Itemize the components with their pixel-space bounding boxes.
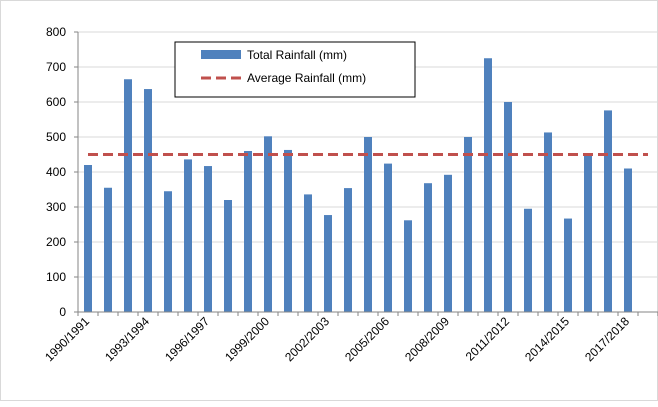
x-tick-label: 2011/2012 bbox=[463, 314, 513, 364]
bar bbox=[504, 102, 512, 312]
bar bbox=[424, 183, 432, 312]
x-tick-label: 1999/2000 bbox=[222, 314, 272, 364]
bar bbox=[584, 154, 592, 312]
bar bbox=[124, 79, 132, 312]
bar bbox=[324, 215, 332, 312]
y-tick-label: 600 bbox=[46, 95, 66, 109]
bar bbox=[144, 89, 152, 312]
bar bbox=[344, 188, 352, 312]
bar bbox=[444, 174, 452, 312]
bar bbox=[304, 194, 312, 312]
x-tick-label: 2017/2018 bbox=[582, 314, 632, 364]
axes bbox=[74, 31, 658, 316]
x-tick-label: 2008/2009 bbox=[402, 314, 452, 364]
bar bbox=[264, 136, 272, 312]
legend-swatch-total-rainfall bbox=[201, 50, 241, 59]
x-tick-label: 2005/2006 bbox=[342, 314, 392, 364]
bar bbox=[204, 166, 212, 312]
bar bbox=[224, 200, 232, 312]
x-tick-label: 1996/1997 bbox=[162, 314, 212, 364]
bar bbox=[244, 151, 252, 312]
bar bbox=[284, 149, 292, 312]
bar bbox=[604, 110, 612, 313]
bar bbox=[104, 187, 112, 312]
x-tick-label: 2002/2003 bbox=[282, 314, 332, 364]
y-tick-label: 800 bbox=[46, 25, 66, 39]
y-tick-label: 300 bbox=[46, 200, 66, 214]
x-tick-label: 1990/1991 bbox=[42, 314, 92, 364]
bar bbox=[184, 159, 192, 312]
bar bbox=[624, 168, 632, 312]
y-tick-label: 100 bbox=[46, 270, 66, 284]
x-tick-labels: 1990/1991 1993/1994 1996/1997 1999/2000 2002… bbox=[42, 314, 632, 364]
legend-label-total-rainfall: Total Rainfall (mm) bbox=[247, 48, 347, 62]
bar bbox=[384, 163, 392, 312]
x-tick-label: 2014/2015 bbox=[522, 314, 572, 364]
y-tick-labels: 0 100 200 300 400 500 600 700 800 bbox=[46, 25, 66, 319]
y-tick-label: 200 bbox=[46, 235, 66, 249]
bar bbox=[84, 165, 92, 312]
bar bbox=[164, 191, 172, 312]
legend: Total Rainfall (mm) Average Rainfall (mm… bbox=[174, 41, 416, 98]
y-tick-label: 400 bbox=[46, 165, 66, 179]
bar bbox=[464, 137, 472, 312]
bar bbox=[484, 58, 492, 312]
x-tick-label: 1993/1994 bbox=[102, 314, 152, 364]
bar bbox=[364, 137, 372, 312]
bar-series bbox=[84, 58, 632, 313]
legend-label-average-rainfall: Average Rainfall (mm) bbox=[247, 71, 366, 85]
y-tick-label: 500 bbox=[46, 130, 66, 144]
bar bbox=[564, 218, 572, 312]
y-tick-label: 0 bbox=[59, 305, 66, 319]
bar bbox=[544, 132, 552, 312]
bar bbox=[524, 208, 532, 312]
bar bbox=[404, 220, 412, 312]
y-tick-label: 700 bbox=[46, 60, 66, 74]
